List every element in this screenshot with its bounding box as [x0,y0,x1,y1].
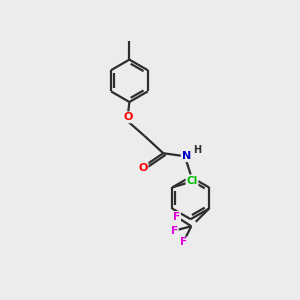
Text: H: H [193,145,202,155]
Text: O: O [123,112,133,122]
Text: F: F [171,226,178,236]
Text: O: O [138,163,148,173]
Text: Cl: Cl [186,176,198,186]
Text: F: F [173,212,180,222]
Text: F: F [179,238,187,248]
Text: N: N [182,151,191,161]
